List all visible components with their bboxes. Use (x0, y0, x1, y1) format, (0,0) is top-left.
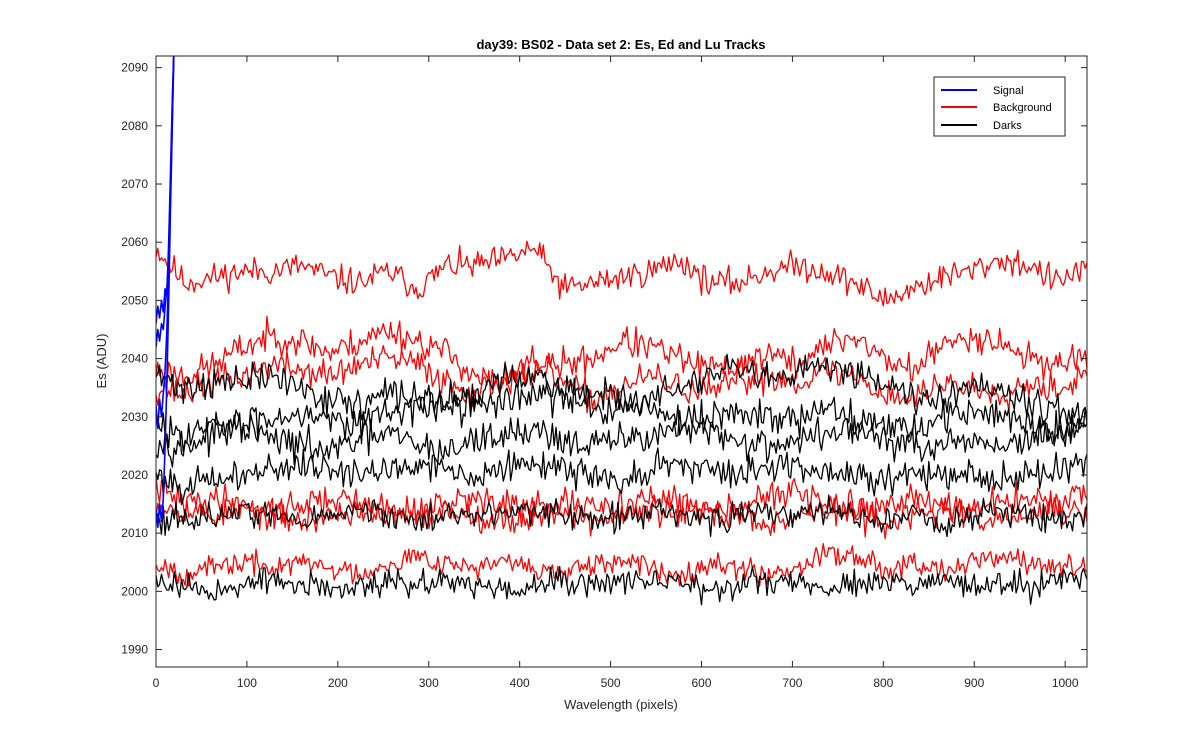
legend-label-darks: Darks (993, 120, 1022, 132)
x-axis: 0 100 200 300 400 500 600 700 800 900 1000 (153, 56, 1079, 690)
y-tick-label: 2000 (121, 584, 148, 598)
series-line-background (156, 240, 1087, 307)
series-line-darks (156, 409, 1087, 468)
series-line-darks (156, 494, 1087, 538)
y-tick-label: 2050 (121, 293, 148, 307)
x-tick-label: 600 (691, 676, 711, 690)
x-tick-label: 100 (237, 676, 257, 690)
x-tick-label: 900 (964, 676, 984, 690)
y-tick-label: 2030 (121, 410, 148, 424)
series-line-darks (156, 565, 1087, 606)
x-tick-label: 1000 (1052, 676, 1079, 690)
x-tick-label: 200 (328, 676, 348, 690)
x-tick-label: 800 (873, 676, 893, 690)
y-tick-label: 2020 (121, 468, 148, 482)
legend: Signal Background Darks (933, 76, 1066, 137)
x-tick-label: 300 (419, 676, 439, 690)
series-line-background (156, 543, 1087, 587)
chart-title: day39: BS02 - Data set 2: Es, Ed and Lu … (476, 37, 765, 52)
legend-label-background: Background (993, 102, 1052, 114)
x-tick-label: 500 (601, 676, 621, 690)
y-tick-label: 2060 (121, 235, 148, 249)
series-line-darks (156, 362, 1087, 457)
y-tick-label: 2040 (121, 352, 148, 366)
axes-box (155, 55, 1088, 668)
y-tick-label: 2070 (121, 177, 148, 191)
y-tick-label: 1990 (121, 643, 148, 657)
x-tick-label: 400 (510, 676, 530, 690)
y-tick-label: 2080 (121, 119, 148, 133)
series-line-background (156, 315, 1087, 395)
y-axis-label: Es (ADU) (94, 334, 109, 389)
legend-label-signal: Signal (993, 85, 1024, 97)
x-tick-label: 700 (782, 676, 802, 690)
series-layer (156, 56, 1087, 606)
series-line-darks (156, 447, 1087, 506)
x-axis-label: Wavelength (pixels) (564, 697, 678, 712)
y-axis: 1990 2000 2010 2020 2030 2040 2050 2060 2070 2080… (121, 61, 1087, 657)
y-tick-label: 2090 (121, 61, 148, 75)
series-line-signal (156, 56, 175, 529)
series-line-background (156, 496, 1087, 540)
y-tick-label: 2010 (121, 526, 148, 540)
x-tick-label: 0 (153, 676, 160, 690)
series-line-darks (156, 353, 1087, 429)
